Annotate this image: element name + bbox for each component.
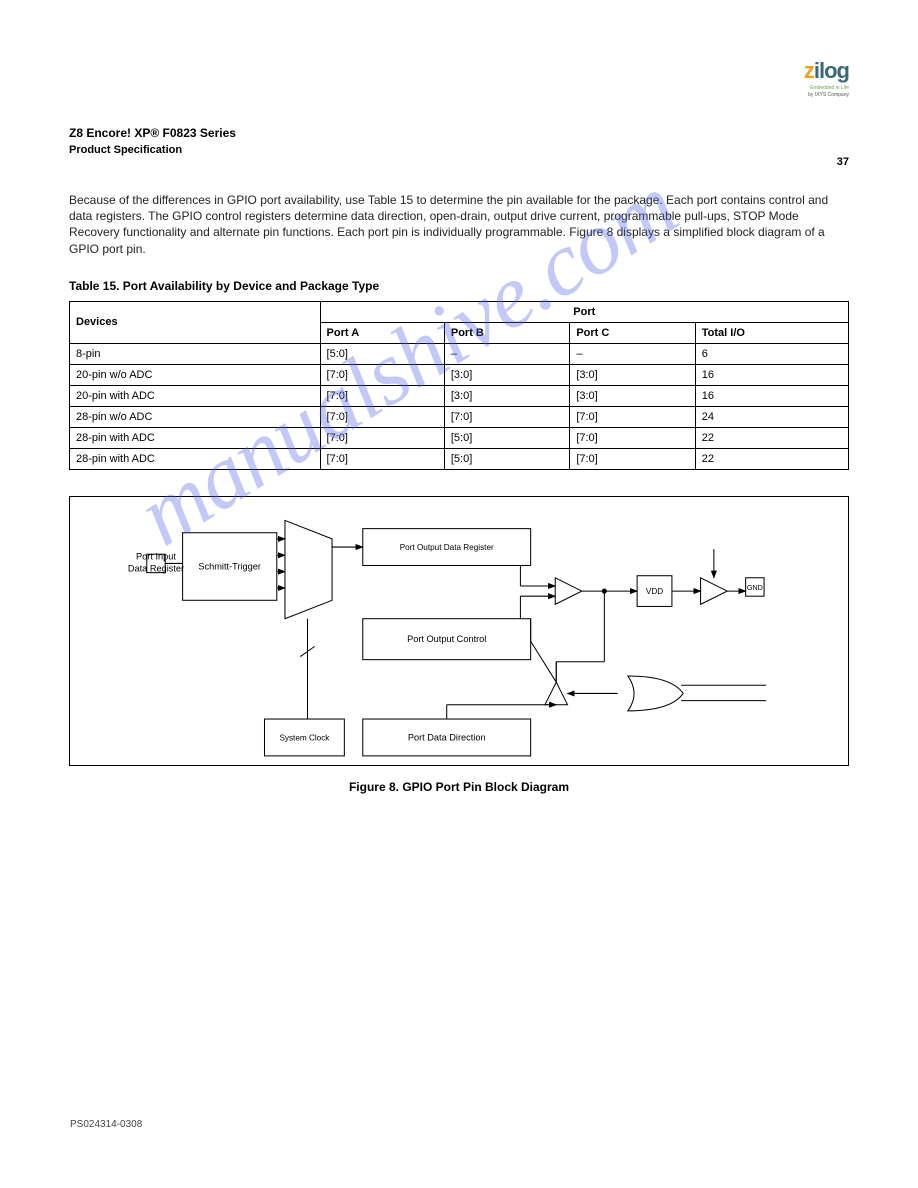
table-cell: [3:0]	[444, 385, 569, 406]
table-cell: 28-pin w/o ADC	[70, 406, 321, 427]
table-cell: [7:0]	[570, 427, 695, 448]
block-diagram: Port Input Data Register Schmitt-Trigger Po…	[70, 497, 848, 765]
intro-paragraph: Because of the differences in GPIO port …	[69, 192, 849, 257]
table-cell: 16	[695, 364, 848, 385]
svg-text:System Clock: System Clock	[279, 733, 330, 742]
table-cell: –	[570, 343, 695, 364]
logo-tag2: by IXYS Company	[808, 92, 849, 98]
table-cell: 22	[695, 427, 848, 448]
table-cell: [5:0]	[444, 448, 569, 469]
table-cell: [7:0]	[444, 406, 569, 427]
table-cell: [7:0]	[570, 406, 695, 427]
svg-text:GND: GND	[747, 584, 763, 592]
table-cell: [7:0]	[570, 448, 695, 469]
table-cell: 28-pin with ADC	[70, 427, 321, 448]
table-cell: [3:0]	[570, 385, 695, 406]
table-row: 28-pin with ADC[7:0][5:0][7:0]22	[70, 427, 849, 448]
table-cell: 6	[695, 343, 848, 364]
table-row: 28-pin with ADC[7:0][5:0][7:0]22	[70, 448, 849, 469]
svg-text:Port Output Data Register: Port Output Data Register	[400, 543, 494, 552]
table-row: 28-pin w/o ADC[7:0][7:0][7:0]24	[70, 406, 849, 427]
table-cell: [3:0]	[444, 364, 569, 385]
table-row: 8-pin[5:0]––6	[70, 343, 849, 364]
col-totalio: Total I/O	[695, 322, 848, 343]
table-cell: [7:0]	[320, 385, 444, 406]
col-portc: Port C	[570, 322, 695, 343]
svg-text:Port Input: Port Input	[136, 551, 176, 561]
logo-ilog: ilog	[814, 58, 849, 83]
table-cell: 28-pin with ADC	[70, 448, 321, 469]
table-row: 20-pin w/o ADC[7:0][3:0][3:0]16	[70, 364, 849, 385]
table-cell: [7:0]	[320, 406, 444, 427]
port-table: Devices Port Port A Port B Port C Total …	[69, 301, 849, 470]
table-cell: 8-pin	[70, 343, 321, 364]
col-porta: Port A	[320, 322, 444, 343]
logo-tag1: Embedded in Life	[810, 85, 849, 91]
figure-caption: Figure 8. GPIO Port Pin Block Diagram	[69, 780, 849, 794]
table-caption: Table 15. Port Availability by Device an…	[69, 279, 849, 293]
table-cell: [7:0]	[320, 427, 444, 448]
logo-z: z	[804, 58, 814, 83]
footer-docnum: PS024314-0308	[70, 1119, 142, 1130]
col-portb: Port B	[444, 322, 569, 343]
table-cell: [5:0]	[444, 427, 569, 448]
table-cell: 20-pin w/o ADC	[70, 364, 321, 385]
table-row: 20-pin with ADC[7:0][3:0][3:0]16	[70, 385, 849, 406]
col-group-port: Port	[320, 301, 848, 322]
table-cell: –	[444, 343, 569, 364]
svg-text:VDD: VDD	[646, 587, 663, 596]
table-cell: 20-pin with ADC	[70, 385, 321, 406]
page-number: 37	[69, 156, 849, 168]
table-cell: 24	[695, 406, 848, 427]
svg-text:Schmitt-Trigger: Schmitt-Trigger	[198, 561, 261, 571]
table-cell: [3:0]	[570, 364, 695, 385]
company-logo: zilog Embedded in Life by IXYS Company	[804, 58, 849, 98]
table-cell: [7:0]	[320, 448, 444, 469]
doc-type: Product Specification	[69, 144, 849, 156]
svg-text:Data Register: Data Register	[128, 563, 184, 573]
table-cell: [5:0]	[320, 343, 444, 364]
table-cell: 22	[695, 448, 848, 469]
col-devices: Devices	[70, 301, 321, 343]
product-title: Z8 Encore! XP® F0823 Series	[69, 126, 849, 140]
svg-text:Port Output Control: Port Output Control	[407, 634, 486, 644]
gpio-figure: Port Input Data Register Schmitt-Trigger Po…	[69, 496, 849, 766]
svg-text:Port Data Direction: Port Data Direction	[408, 732, 486, 742]
table-cell: 16	[695, 385, 848, 406]
table-cell: [7:0]	[320, 364, 444, 385]
